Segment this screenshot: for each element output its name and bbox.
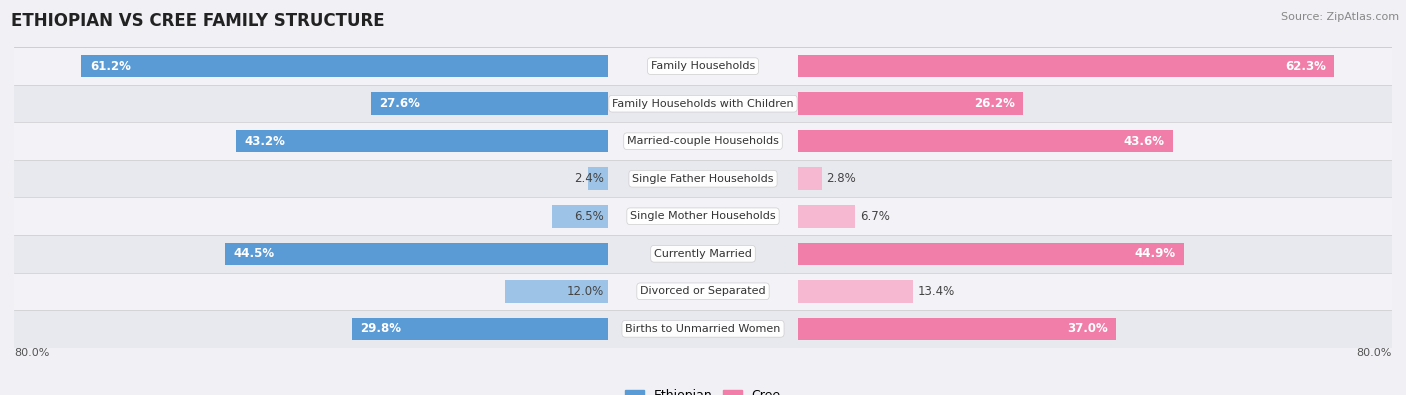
Text: 43.2%: 43.2% xyxy=(245,135,285,148)
Bar xyxy=(797,130,1173,152)
Text: 44.5%: 44.5% xyxy=(233,247,274,260)
Text: 13.4%: 13.4% xyxy=(918,285,955,298)
Text: 61.2%: 61.2% xyxy=(90,60,131,73)
Text: 6.5%: 6.5% xyxy=(574,210,605,223)
Text: 12.0%: 12.0% xyxy=(567,285,605,298)
Bar xyxy=(14,235,1392,273)
Bar xyxy=(797,318,1116,340)
Bar xyxy=(225,243,609,265)
Text: Births to Unmarried Women: Births to Unmarried Women xyxy=(626,324,780,334)
Bar xyxy=(14,160,1392,198)
Bar xyxy=(505,280,609,303)
Text: 2.8%: 2.8% xyxy=(827,172,856,185)
Text: 29.8%: 29.8% xyxy=(360,322,401,335)
Text: 62.3%: 62.3% xyxy=(1285,60,1326,73)
Bar xyxy=(14,85,1392,122)
Bar xyxy=(797,243,1184,265)
Text: Married-couple Households: Married-couple Households xyxy=(627,136,779,146)
Text: 44.9%: 44.9% xyxy=(1135,247,1175,260)
Bar xyxy=(14,122,1392,160)
Text: 80.0%: 80.0% xyxy=(1357,348,1392,357)
Text: 6.7%: 6.7% xyxy=(859,210,890,223)
Bar xyxy=(797,55,1334,77)
Text: 26.2%: 26.2% xyxy=(974,97,1015,110)
Text: Family Households: Family Households xyxy=(651,61,755,71)
Bar xyxy=(553,205,609,228)
Text: 37.0%: 37.0% xyxy=(1067,322,1108,335)
Bar xyxy=(14,273,1392,310)
Text: ETHIOPIAN VS CREE FAMILY STRUCTURE: ETHIOPIAN VS CREE FAMILY STRUCTURE xyxy=(11,12,385,30)
Bar xyxy=(82,55,609,77)
Bar xyxy=(14,198,1392,235)
Bar xyxy=(371,92,609,115)
Text: Single Mother Households: Single Mother Households xyxy=(630,211,776,221)
Text: Single Father Households: Single Father Households xyxy=(633,174,773,184)
Bar xyxy=(14,47,1392,85)
Bar xyxy=(797,280,912,303)
Bar xyxy=(14,310,1392,348)
Legend: Ethiopian, Cree: Ethiopian, Cree xyxy=(620,384,786,395)
Text: Family Households with Children: Family Households with Children xyxy=(612,99,794,109)
Bar xyxy=(797,167,823,190)
Bar xyxy=(797,205,855,228)
Text: 2.4%: 2.4% xyxy=(574,172,605,185)
Bar xyxy=(588,167,609,190)
Text: 80.0%: 80.0% xyxy=(14,348,49,357)
Text: Currently Married: Currently Married xyxy=(654,249,752,259)
Bar xyxy=(797,92,1024,115)
Text: 27.6%: 27.6% xyxy=(380,97,420,110)
Text: 43.6%: 43.6% xyxy=(1123,135,1164,148)
Bar xyxy=(352,318,609,340)
Bar xyxy=(236,130,609,152)
Text: Divorced or Separated: Divorced or Separated xyxy=(640,286,766,296)
Text: Source: ZipAtlas.com: Source: ZipAtlas.com xyxy=(1281,12,1399,22)
